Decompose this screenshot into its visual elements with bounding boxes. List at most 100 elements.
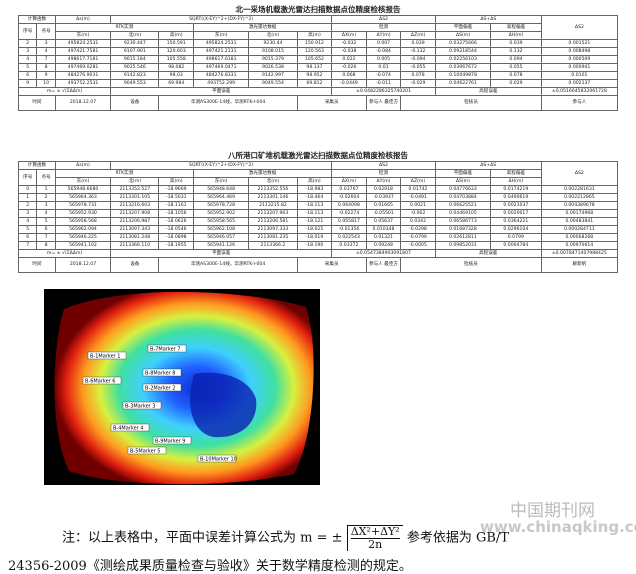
header-cell: 计算函数 [18, 15, 56, 24]
data-cell: 498617.6181 [193, 55, 250, 64]
data-cell: 0.008498 [540, 47, 619, 56]
data-cell: 9 [36, 71, 56, 80]
caption-text: 参考依据为 GB/T [406, 530, 509, 546]
data-cell: 565978.728 [192, 201, 250, 210]
watermark: www.chinaqking.com [480, 518, 636, 536]
data-cell: 0.022 [331, 55, 367, 64]
data-cell: 4 [36, 47, 56, 56]
data-cell: 98.03 [158, 71, 195, 80]
data-cell: 0.132 [490, 47, 542, 56]
formula-denominator: 2n [368, 538, 383, 551]
table-row: 计算函数 Δs(m) SQRT((X-EY)^2+(DX-FY)^2) ΔS2 ΔS+Δ… [18, 161, 619, 186]
marker-label: B-8Marker 8 [145, 371, 175, 377]
marker-label: B-9Marker 9 [155, 439, 185, 445]
table-row: m= ± √(ΣΔΔ/n) 平面误差 ±0.0482286325740201 高程误差… [17, 87, 619, 96]
data-cell: 0.04703884 [434, 193, 492, 202]
data-cell: 0.000284711 [540, 225, 619, 234]
marker-label: B-6Marker 6 [85, 379, 115, 385]
data-cell: -18.9669 [158, 185, 194, 194]
data-cell: 0.064098 [331, 201, 367, 210]
table-row: 5 6 565962.094 2113097.343 -18.0546 565962.10… [17, 225, 619, 234]
header-cell: 北(m) [110, 31, 160, 40]
sign-cell: 参与人 [540, 95, 619, 111]
sign-cell: 时间 [18, 257, 56, 273]
header-cell: Δs(m) [54, 15, 112, 24]
header-cell: 东(m) [192, 177, 250, 186]
data-cell: 4 [17, 55, 38, 64]
table-title: 北一采场机载激光雷达扫描数据点位精度检核报告 [18, 4, 618, 16]
marker-box [142, 383, 182, 392]
data-cell: -0.011 [365, 79, 402, 88]
sign-cell: 检核员 [400, 257, 542, 273]
sign-cell: 华测AS300E-14线，华测RTK-I-004 [158, 257, 298, 273]
data-cell: 5 [17, 63, 38, 72]
data-cell: 3 [17, 209, 38, 218]
data-cell: -18.1161 [158, 201, 194, 210]
data-cell: 0.000509 [540, 55, 619, 64]
table-row: 1 2 565964.363 2113301.105 -18.5031 565964.46… [17, 193, 619, 202]
header-cell: 高(m) [296, 31, 333, 40]
table-row: 2 3 565978.731 2113216.603 -18.1161 565978.72… [17, 201, 619, 210]
data-cell: 4 [17, 217, 38, 226]
marker-label: B-10Marker 10 [200, 457, 237, 463]
table-row: 3 4 565952.930 2113207.908 -18.1056 565952.90… [17, 209, 619, 218]
marker: B-3Marker 3 [122, 401, 162, 410]
data-cell: 9026.538 [248, 63, 298, 72]
data-cell: 0.0364221 [490, 217, 542, 226]
data-cell: 9015.184 [110, 55, 160, 64]
data-cell: 0.002281631 [540, 185, 619, 194]
data-cell: -18.113 [296, 201, 333, 210]
marker-box [147, 344, 187, 353]
footer-cell: m= ± √(ΣΔΔ/n) [17, 87, 112, 96]
elevation-surface [54, 291, 314, 485]
table-row: 3 4 497421.7581 9107.901 120.603 497421.2131 9… [17, 47, 619, 56]
data-cell: 9142.997 [248, 71, 298, 80]
data-cell: 0.002137 [540, 79, 619, 88]
footer-cell: 平面误差 [110, 249, 333, 258]
data-cell: 5 [17, 225, 38, 234]
data-cell: -0.094 [400, 55, 436, 64]
marker-label: B-7Marker 7 [150, 347, 180, 353]
data-cell: 8 [36, 241, 56, 250]
marker-label: B-3Marker 3 [125, 404, 155, 410]
marker: B-7Marker 7 [147, 344, 187, 353]
data-cell: 0.078 [490, 71, 542, 80]
data-cell: -0.132 [400, 47, 436, 56]
header-cell: Δs(m) [54, 161, 112, 170]
data-cell: 8 [36, 63, 56, 72]
data-cell: -0.0799 [400, 233, 436, 242]
marker-label: B-4Marker 4 [113, 426, 143, 432]
data-cell: -18.190 [296, 241, 333, 250]
data-cell: -0.032 [331, 39, 367, 48]
data-cell: -18.0546 [158, 225, 194, 234]
data-cell: -18.464 [296, 193, 333, 202]
data-cell: 0.04776633 [434, 185, 492, 194]
data-cell: -0.0491 [400, 193, 436, 202]
table-row: 4 7 498617.7181 9015.184 105.558 498617.6181 9… [17, 55, 619, 64]
data-cell: 0.000941 [540, 63, 619, 72]
marker-box [87, 351, 127, 360]
data-cell: 9230.447 [110, 39, 160, 48]
caption-text: 注：以上表格中，平面中误差计算公式为 [62, 530, 297, 546]
data-cell: 0.0021037 [490, 201, 542, 210]
data-cell: 0.02612811 [434, 233, 492, 242]
data-cell: 0.03067672 [434, 63, 492, 72]
data-cell: 9 [17, 79, 38, 88]
data-cell: 9049.554 [248, 79, 298, 88]
data-cell: -0.038 [331, 47, 367, 56]
header-cell: SQRT((X-EY)^2+(DX-FY)^2) [110, 15, 333, 24]
sign-cell: 时间 [18, 95, 56, 111]
marker-label: B-2Marker 2 [145, 386, 175, 392]
data-cell: 1 [36, 185, 56, 194]
caption-line: 注：以上表格中，平面中误差计算公式为 m = ± ΔX²+ΔY² 2n 参考依据… [62, 525, 509, 551]
data-cell: 98.082 [158, 63, 195, 72]
data-cell: 0.03372 [331, 241, 367, 250]
marker: B-9Marker 9 [152, 436, 192, 445]
watermark: 中国期刊网 [510, 501, 595, 521]
header-cell: ΔS2 [540, 15, 619, 40]
marker-label: B-1Marker 1 [90, 354, 120, 360]
table-row: 6 9 484276.9031 9142.823 98.03 484276.8331 914… [17, 71, 619, 80]
data-cell: 565958.565 [192, 217, 250, 226]
header-cell: 序号 [17, 169, 38, 186]
